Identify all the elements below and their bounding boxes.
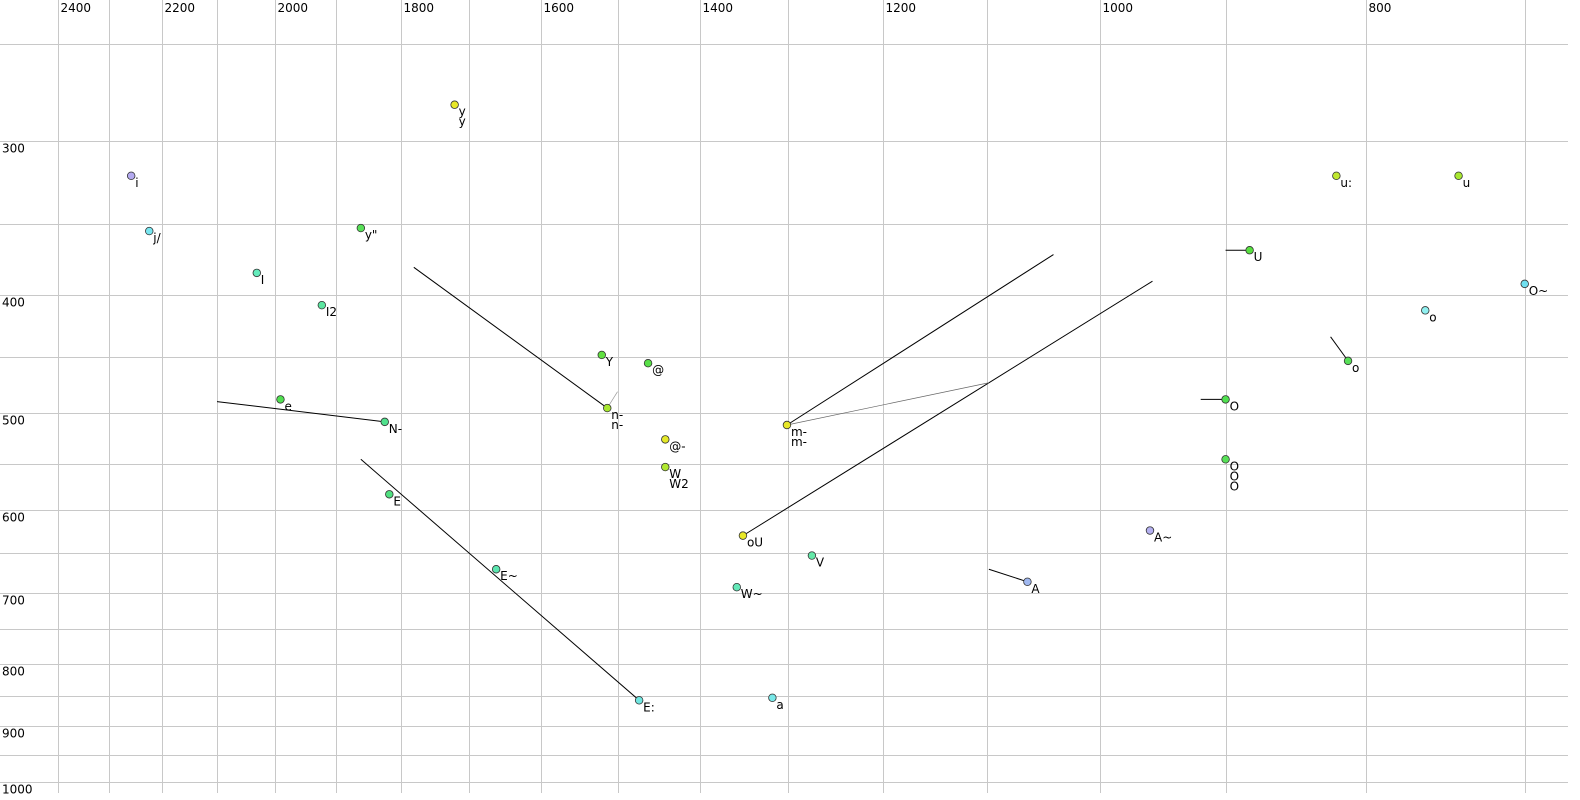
trajectory [742, 280, 1153, 537]
point-label: i [135, 176, 138, 190]
point [597, 350, 606, 360]
point [276, 395, 285, 404]
point-label: e [284, 399, 291, 413]
y-tick-label: 1000 [2, 783, 33, 797]
point [1421, 306, 1430, 315]
point-label: u [1463, 176, 1471, 190]
trajectory [360, 458, 640, 701]
point [603, 403, 612, 413]
trajectory [1330, 336, 1349, 362]
point-label: U [1254, 250, 1263, 264]
y-tick-label: 800 [2, 665, 25, 679]
x-tick-label: 2200 [165, 1, 196, 15]
point [385, 490, 394, 499]
point-label: N- [389, 422, 402, 436]
x-tick-label: 1600 [544, 1, 575, 15]
x-tick-label: 1800 [404, 1, 435, 15]
point [1520, 279, 1529, 289]
point-label: o [1429, 310, 1436, 324]
point [732, 583, 741, 592]
point [1221, 395, 1230, 404]
point [1343, 356, 1353, 366]
point-label: u: [1340, 176, 1352, 190]
x-tick-label: 2400 [61, 1, 92, 15]
point-label: Y [605, 355, 614, 369]
point-label: A [1031, 582, 1040, 596]
point-label: @ [652, 363, 664, 377]
point [491, 565, 501, 574]
point-label: @- [669, 439, 685, 453]
point-label: O [1230, 469, 1239, 483]
point [661, 435, 670, 444]
trajectory [786, 254, 1054, 426]
y-tick-label: 400 [2, 296, 25, 310]
point-label: n- [611, 418, 623, 432]
point-label: E [393, 494, 401, 508]
point [450, 100, 459, 109]
point-label: A~ [1154, 531, 1172, 545]
point-label: O [1230, 399, 1239, 413]
point [782, 420, 792, 430]
point [1145, 526, 1155, 535]
point [317, 300, 327, 310]
point-label: I2 [326, 305, 337, 319]
point [126, 171, 136, 181]
point [661, 462, 670, 472]
point-label: oU [747, 536, 763, 550]
trajectory [988, 568, 1028, 583]
x-tick-label: 1200 [886, 1, 917, 15]
point [1023, 577, 1032, 587]
point [738, 531, 748, 540]
x-tick-label: 1000 [1103, 1, 1134, 15]
x-tick-label: 2000 [278, 1, 309, 15]
point-label: y [459, 105, 466, 119]
point-label: o [1352, 361, 1359, 375]
trajectory [786, 382, 989, 426]
point-label: y" [365, 228, 378, 242]
point [380, 417, 389, 427]
x-tick-label: 800 [1369, 1, 1392, 15]
point [1332, 171, 1341, 181]
point [252, 268, 261, 278]
point-label: n- [611, 408, 623, 422]
point [145, 226, 154, 236]
point [634, 696, 644, 705]
point-label: O [1230, 479, 1239, 493]
point-label: m- [791, 435, 807, 449]
point [768, 693, 777, 703]
point [643, 359, 653, 368]
point-label: O [1230, 459, 1239, 473]
y-tick-label: 300 [2, 142, 25, 156]
point [1245, 246, 1254, 255]
point-label: O~ [1529, 284, 1549, 298]
point-label: E: [643, 700, 655, 714]
point-label: V [816, 556, 825, 570]
point-label: W2 [669, 477, 689, 491]
y-tick-label: 600 [2, 511, 25, 525]
point-label: E~ [500, 569, 518, 583]
point-label: m- [791, 425, 807, 439]
point-label: j/ [152, 231, 161, 245]
point [1221, 455, 1230, 464]
trajectory [216, 401, 385, 423]
y-tick-label: 900 [2, 727, 25, 741]
point [807, 551, 817, 560]
trajectory [413, 266, 608, 409]
point [356, 223, 366, 233]
point-label: a [776, 698, 783, 712]
point-label: W~ [741, 587, 763, 601]
y-tick-label: 500 [2, 414, 25, 428]
point-label: y [459, 115, 466, 129]
point-label: I [261, 273, 265, 287]
y-tick-label: 700 [2, 594, 25, 608]
point-label: W [669, 467, 681, 481]
point [1454, 171, 1463, 181]
x-tick-label: 1400 [703, 1, 734, 15]
